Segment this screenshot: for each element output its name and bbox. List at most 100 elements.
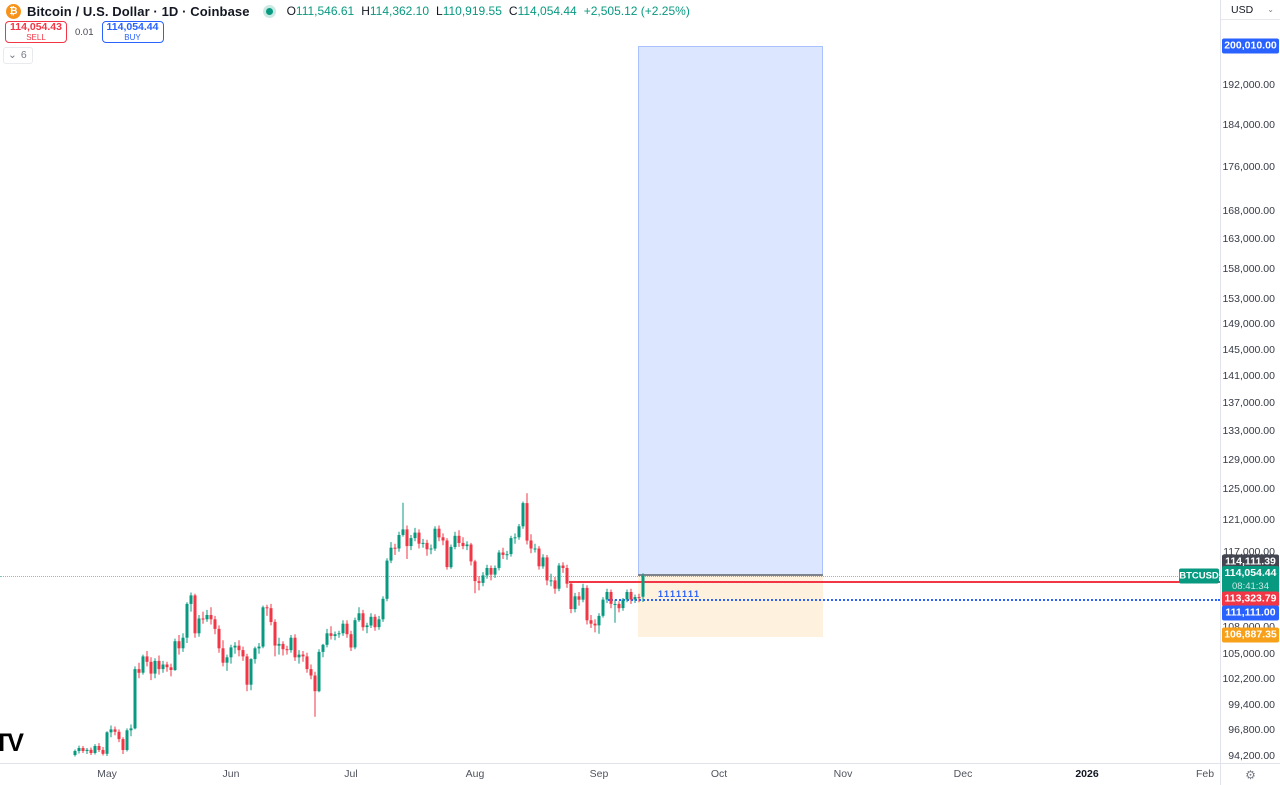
- candle: [97, 743, 101, 752]
- candle: [537, 546, 541, 570]
- time-axis[interactable]: May Jun Jul Aug Sep Oct Nov Dec 2026 Feb: [0, 763, 1220, 785]
- candle: [497, 550, 501, 571]
- price-axis[interactable]: 192,000.00 184,000.00 176,000.00 168,000.00…: [1220, 0, 1280, 763]
- currency-label: USD: [1231, 3, 1254, 16]
- candle: [469, 542, 473, 566]
- candle: [313, 671, 317, 717]
- price-tick: 125,000.00: [1222, 483, 1275, 496]
- candle: [577, 592, 581, 606]
- candle: [121, 737, 125, 754]
- candle: [621, 598, 625, 611]
- candle: [273, 619, 277, 657]
- candle: [201, 611, 205, 624]
- price-tick: 99,400.00: [1228, 699, 1275, 712]
- low-value: 110,919.55: [442, 4, 502, 18]
- candle: [353, 617, 357, 650]
- candle: [513, 533, 517, 544]
- long-position-loss-zone[interactable]: [638, 575, 823, 637]
- low-label: L: [436, 4, 443, 18]
- candle: [325, 628, 329, 648]
- horizontal-ray-level[interactable]: [608, 599, 1220, 602]
- candlestick-chart[interactable]: [0, 0, 1220, 763]
- candle: [565, 564, 569, 588]
- candle: [545, 555, 549, 586]
- candle: [329, 626, 333, 640]
- candle: [445, 538, 449, 570]
- candle: [301, 651, 305, 662]
- price-tick: 105,000.00: [1222, 647, 1275, 660]
- time-tick-nov: Nov: [833, 768, 853, 780]
- candle: [641, 573, 645, 602]
- candle: [233, 642, 237, 654]
- candle: [517, 524, 521, 540]
- sell-button[interactable]: 114,054.43 SELL: [5, 21, 67, 43]
- candle: [181, 633, 185, 652]
- candle: [385, 558, 389, 602]
- candle: [193, 593, 197, 638]
- currency-dropdown[interactable]: USD ⌄: [1221, 0, 1280, 20]
- candle: [165, 661, 169, 672]
- long-position-profit-zone[interactable]: [638, 46, 823, 576]
- candle: [417, 529, 421, 549]
- candle: [157, 655, 161, 675]
- candle: [309, 664, 313, 680]
- candle: [129, 724, 133, 737]
- candle: [561, 562, 565, 573]
- candle: [217, 625, 221, 653]
- candle: [573, 592, 577, 613]
- close-value: 114,054.44: [517, 4, 577, 18]
- candle: [173, 638, 177, 671]
- price-tick: 168,000.00: [1222, 204, 1275, 217]
- candle: [381, 596, 385, 622]
- price-tick: 184,000.00: [1222, 119, 1275, 131]
- price-tick: 133,000.00: [1222, 424, 1275, 437]
- candle: [265, 604, 269, 616]
- candle: [405, 525, 409, 559]
- candle: [409, 535, 413, 551]
- collapse-indicators-button[interactable]: ⌄ 6: [3, 47, 33, 64]
- candle: [133, 666, 137, 730]
- candle: [73, 749, 77, 757]
- horizontal-ray-resistance[interactable]: [569, 580, 1220, 583]
- price-tick: 192,000.00: [1222, 78, 1275, 91]
- ohlc-readout: O111,546.61 H114,362.10 L110,919.55 C114…: [287, 4, 690, 18]
- axis-settings-corner: ⚙: [1220, 763, 1280, 785]
- ray-label: 113,323.79: [1222, 591, 1279, 607]
- ray-text-label[interactable]: 1111111: [658, 589, 701, 600]
- close-label: C: [508, 4, 518, 18]
- tradingview-logo[interactable]: TV: [0, 729, 24, 757]
- candle: [225, 654, 229, 671]
- buy-label: BUY: [124, 32, 141, 42]
- candle: [261, 605, 265, 649]
- candle: [197, 615, 201, 637]
- candle: [289, 635, 293, 653]
- candle: [441, 533, 445, 546]
- symbol-title[interactable]: Bitcoin / U.S. Dollar · 1D · Coinbase: [27, 3, 250, 19]
- candle: [205, 609, 209, 622]
- buy-button[interactable]: 114,054.44 BUY: [101, 21, 164, 43]
- candle: [241, 646, 245, 661]
- candle: [433, 526, 437, 551]
- candle: [593, 619, 597, 633]
- candle: [505, 550, 509, 560]
- candle: [169, 663, 173, 677]
- candle: [357, 607, 361, 622]
- time-tick-jun: Jun: [222, 768, 240, 780]
- gear-icon[interactable]: ⚙: [1245, 767, 1256, 782]
- candle: [85, 748, 89, 754]
- position-entry-line[interactable]: [638, 574, 823, 577]
- market-status-dot[interactable]: [265, 7, 273, 15]
- candle: [93, 744, 97, 755]
- candle: [597, 613, 601, 634]
- chart-pane[interactable]: 1111111 TV BTCUSD: [0, 0, 1220, 763]
- candle: [521, 501, 525, 529]
- candle: [509, 535, 513, 557]
- last-price-line: [0, 575, 1220, 577]
- candle: [293, 634, 297, 661]
- candle: [349, 630, 353, 651]
- sell-label: SELL: [26, 32, 46, 42]
- candle: [253, 646, 257, 664]
- candle: [145, 651, 149, 667]
- candle: [137, 662, 141, 679]
- candle: [153, 658, 157, 679]
